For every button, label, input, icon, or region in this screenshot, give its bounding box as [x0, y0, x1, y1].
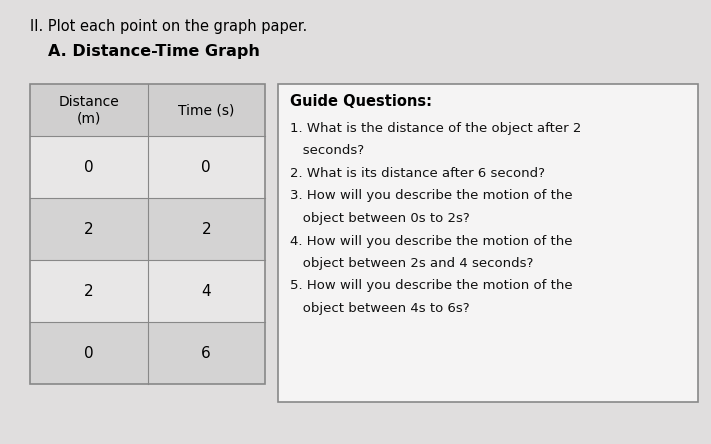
Text: 2: 2: [84, 284, 94, 298]
Text: Time (s): Time (s): [178, 103, 235, 117]
Text: A. Distance-Time Graph: A. Distance-Time Graph: [48, 44, 260, 59]
Text: object between 4s to 6s?: object between 4s to 6s?: [290, 302, 470, 315]
Text: seconds?: seconds?: [290, 144, 364, 158]
Bar: [278, 84, 698, 402]
Text: 6: 6: [201, 345, 211, 361]
Text: 1. What is the distance of the object after 2: 1. What is the distance of the object af…: [290, 122, 582, 135]
Bar: [30, 322, 265, 384]
Text: 0: 0: [201, 159, 211, 174]
Text: 0: 0: [84, 159, 94, 174]
Text: 0: 0: [84, 345, 94, 361]
Text: Distance
(m): Distance (m): [58, 95, 119, 125]
Bar: [30, 198, 265, 260]
Text: 2: 2: [84, 222, 94, 237]
Text: 4. How will you describe the motion of the: 4. How will you describe the motion of t…: [290, 234, 572, 247]
Text: II. Plot each point on the graph paper.: II. Plot each point on the graph paper.: [30, 19, 307, 34]
Text: object between 2s and 4 seconds?: object between 2s and 4 seconds?: [290, 257, 533, 270]
Text: 2: 2: [201, 222, 211, 237]
Bar: [30, 136, 265, 198]
Bar: [30, 260, 265, 322]
Text: Guide Questions:: Guide Questions:: [290, 94, 432, 109]
Bar: [30, 84, 265, 136]
Text: 2. What is its distance after 6 second?: 2. What is its distance after 6 second?: [290, 167, 545, 180]
Bar: [30, 84, 265, 384]
Text: 4: 4: [201, 284, 211, 298]
Text: object between 0s to 2s?: object between 0s to 2s?: [290, 212, 470, 225]
Text: 5. How will you describe the motion of the: 5. How will you describe the motion of t…: [290, 280, 572, 293]
Text: 3. How will you describe the motion of the: 3. How will you describe the motion of t…: [290, 190, 572, 202]
